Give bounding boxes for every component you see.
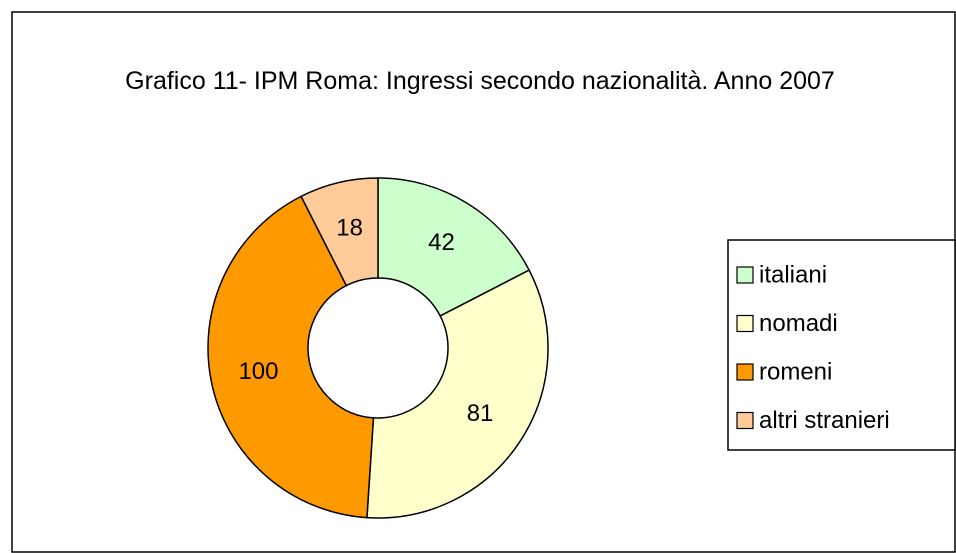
legend-swatch xyxy=(736,314,754,333)
donut-segment xyxy=(366,269,549,519)
chart-title: Grafico 11- IPM Roma: Ingressi secondo n… xyxy=(125,67,835,95)
donut-segment xyxy=(207,195,375,519)
data-label: 18 xyxy=(336,215,363,242)
data-label: 100 xyxy=(238,358,278,385)
legend-label: altri stranieri xyxy=(759,407,890,434)
legend-label: italiani xyxy=(759,261,827,288)
donut-segment xyxy=(377,177,531,317)
legend-box xyxy=(727,239,956,451)
legend-swatch xyxy=(736,363,754,381)
legend-swatch xyxy=(736,411,754,430)
data-label: 42 xyxy=(428,229,455,256)
legend-swatch xyxy=(736,266,754,284)
donut-segment xyxy=(300,177,379,287)
legend-label: nomadi xyxy=(759,310,838,337)
legend-label: romeni xyxy=(759,358,832,385)
data-label: 81 xyxy=(467,400,494,427)
